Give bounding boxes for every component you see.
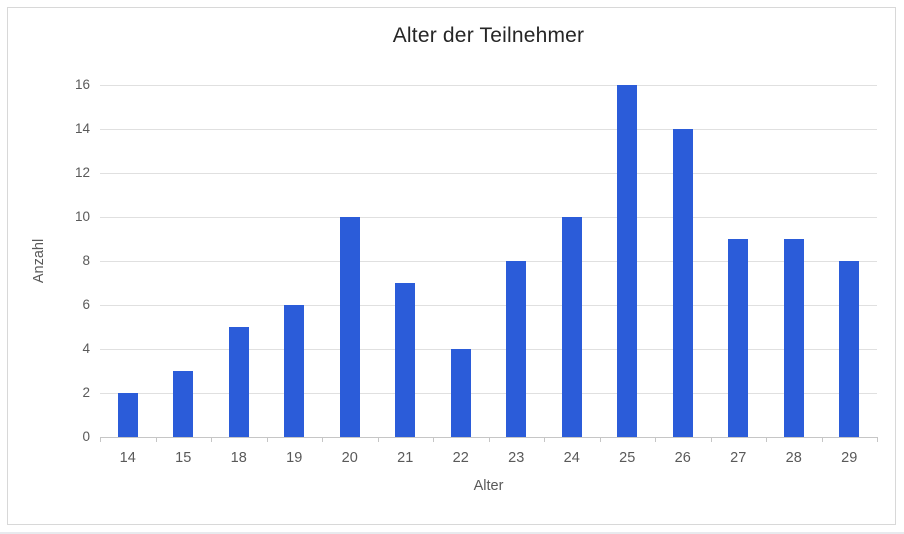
gridline-6 xyxy=(100,304,877,306)
y-tick-label-8: 8 xyxy=(82,253,90,268)
y-tick-label-10: 10 xyxy=(74,209,90,224)
x-tick-mark-6 xyxy=(433,437,434,442)
x-tick-mark-1 xyxy=(155,437,157,442)
bar-20 xyxy=(339,217,360,437)
bar-21 xyxy=(395,283,416,437)
gridline-10 xyxy=(100,216,877,218)
y-tick-label-0: 0 xyxy=(82,429,90,444)
screenshot-bottom-edge xyxy=(0,532,904,534)
bar-23 xyxy=(506,261,527,437)
y-tick-label-14: 14 xyxy=(74,121,90,136)
bar-24 xyxy=(561,217,582,437)
x-axis-title: Alter xyxy=(473,478,504,494)
bar-18 xyxy=(228,327,249,437)
gridline-2 xyxy=(100,392,877,394)
x-tick-label-28: 28 xyxy=(785,450,802,466)
x-tick-mark-10 xyxy=(655,437,656,442)
bar-29 xyxy=(839,261,860,437)
y-tick-label-16: 16 xyxy=(74,77,90,92)
bar-22 xyxy=(450,349,471,437)
x-tick-label-27: 27 xyxy=(730,450,747,466)
x-tick-mark-3 xyxy=(266,437,268,442)
gridline-14 xyxy=(100,128,877,130)
y-tick-label-6: 6 xyxy=(82,297,90,312)
x-tick-label-20: 20 xyxy=(341,450,358,466)
x-tick-label-22: 22 xyxy=(452,450,469,466)
y-tick-label-4: 4 xyxy=(82,341,90,356)
bar-19 xyxy=(284,305,305,437)
bar-27 xyxy=(728,239,749,437)
x-tick-label-15: 15 xyxy=(175,450,192,466)
x-tick-label-21: 21 xyxy=(397,450,414,466)
bar-25 xyxy=(617,85,638,437)
bar-28 xyxy=(783,239,804,437)
gridline-16 xyxy=(100,84,877,86)
x-tick-mark-7 xyxy=(488,437,490,442)
x-tick-mark-9 xyxy=(599,437,601,442)
x-tick-mark-8 xyxy=(544,437,545,442)
x-tick-label-14: 14 xyxy=(119,450,136,466)
gridline-4 xyxy=(100,348,877,350)
x-tick-mark-14 xyxy=(877,437,878,442)
x-tick-mark-12 xyxy=(766,437,767,442)
x-tick-mark-0 xyxy=(100,437,101,442)
x-tick-label-18: 18 xyxy=(230,450,247,466)
x-tick-label-26: 26 xyxy=(674,450,691,466)
x-tick-mark-5 xyxy=(377,437,379,442)
bar-15 xyxy=(173,371,194,437)
x-tick-label-24: 24 xyxy=(563,450,580,466)
x-tick-mark-2 xyxy=(211,437,212,442)
x-tick-mark-13 xyxy=(821,437,823,442)
bar-26 xyxy=(672,129,693,437)
x-tick-label-29: 29 xyxy=(841,450,858,466)
gridline-12 xyxy=(100,172,877,174)
x-tick-mark-4 xyxy=(322,437,323,442)
y-tick-label-12: 12 xyxy=(74,165,90,180)
x-tick-label-19: 19 xyxy=(286,450,303,466)
y-tick-label-2: 2 xyxy=(82,385,90,400)
chart-title: Alter der Teilnehmer xyxy=(392,24,585,47)
x-tick-label-23: 23 xyxy=(508,450,525,466)
x-tick-label-25: 25 xyxy=(619,450,636,466)
bar-14 xyxy=(117,393,138,437)
gridline-8 xyxy=(100,260,877,262)
x-tick-mark-11 xyxy=(710,437,712,442)
